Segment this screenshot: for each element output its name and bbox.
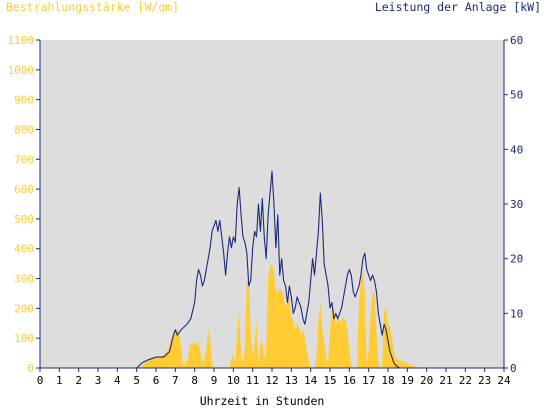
left-tick-label: 900 [14,94,34,107]
left-tick-label: 300 [14,273,34,286]
x-tick-label: 4 [114,374,121,387]
left-tick-label: 200 [14,302,34,315]
right-tick-label: 50 [510,89,523,102]
x-tick-label: 1 [56,374,63,387]
right-axis-title: Leistung der Anlage [kW] [375,0,541,14]
right-tick-label: 60 [510,34,523,47]
x-tick-label: 16 [343,374,356,387]
x-tick-label: 15 [323,374,336,387]
left-tick-label: 0 [27,362,34,375]
left-axis-title: Bestrahlungsstärke [W/qm] [6,0,179,14]
x-axis-label: Uhrzeit in Stunden [200,394,325,408]
x-tick-label: 24 [497,374,511,387]
x-tick-label: 19 [401,374,414,387]
x-tick-label: 6 [153,374,160,387]
right-tick-label: 0 [510,362,517,375]
left-tick-label: 600 [14,183,34,196]
x-tick-label: 5 [133,374,140,387]
series-power-line [40,170,504,369]
right-tick-label: 20 [510,253,523,266]
left-tick-label: 400 [14,243,34,256]
left-tick-label: 700 [14,153,34,166]
x-tick-label: 17 [362,374,375,387]
x-tick-label: 12 [265,374,278,387]
series-layer [40,170,504,369]
x-tick-label: 22 [459,374,472,387]
x-tick-label: 10 [227,374,240,387]
left-tick-label: 1000 [8,64,35,77]
x-tick-label: 2 [75,374,82,387]
left-tick-label: 500 [14,213,34,226]
left-tick-label: 1100 [8,34,35,47]
x-tick-label: 14 [304,374,318,387]
x-tick-label: 18 [381,374,394,387]
x-tick-label: 11 [246,374,259,387]
x-tick-label: 20 [420,374,433,387]
x-tick-label: 9 [211,374,218,387]
right-tick-label: 10 [510,307,523,320]
x-tick-label: 21 [439,374,452,387]
right-tick-label: 30 [510,198,523,211]
right-tick-label: 40 [510,143,523,156]
x-tick-label: 23 [478,374,491,387]
x-tick-label: 13 [285,374,298,387]
x-tick-label: 0 [37,374,44,387]
left-tick-label: 800 [14,123,34,136]
x-tick-label: 8 [191,374,198,387]
x-tick-label: 7 [172,374,179,387]
x-tick-label: 3 [95,374,102,387]
tick-layer: 0100200300400500600700800900100011000102… [8,34,524,387]
left-tick-label: 100 [14,332,34,345]
